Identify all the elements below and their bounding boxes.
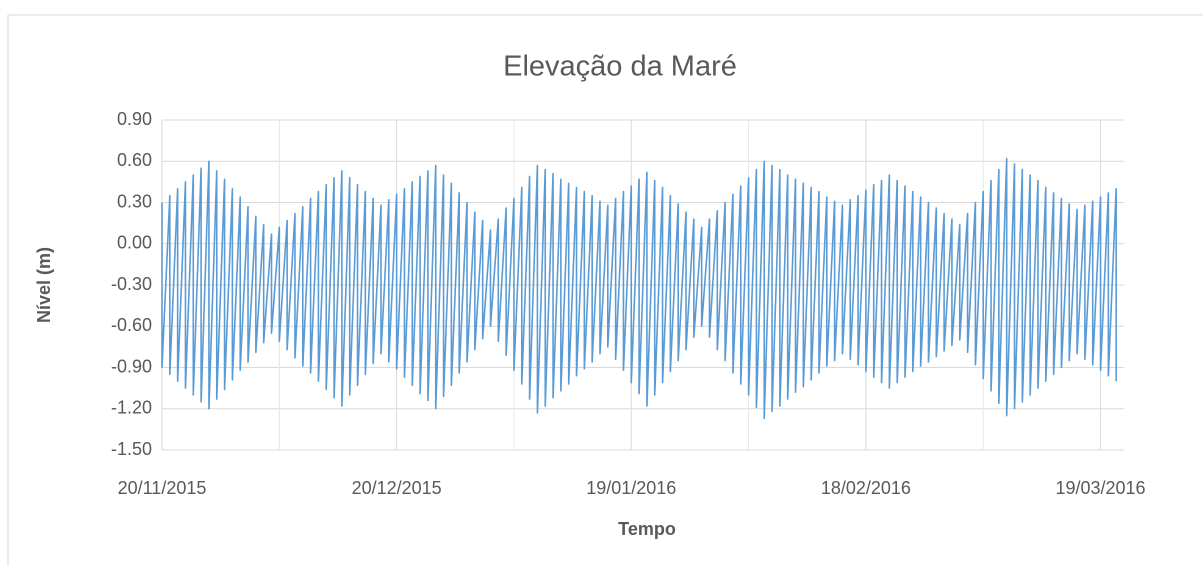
x-tick-label: 18/02/2016 <box>821 478 911 498</box>
tide-line <box>161 157 1117 420</box>
y-tick-label: 0.90 <box>117 109 152 129</box>
y-tick-label: -1.20 <box>111 398 152 418</box>
y-tick-label: 0.60 <box>117 150 152 170</box>
x-tick-label: 19/03/2016 <box>1055 478 1145 498</box>
x-tick-label: 20/12/2015 <box>352 478 442 498</box>
y-tick-label: -0.90 <box>111 356 152 376</box>
y-tick-label: -0.30 <box>111 274 152 294</box>
y-axis-label: Nível (m) <box>34 247 54 323</box>
y-tick-label: 0.00 <box>117 233 152 253</box>
y-tick-label: -1.50 <box>111 439 152 459</box>
y-tick-label: 0.30 <box>117 191 152 211</box>
x-tick-label: 19/01/2016 <box>586 478 676 498</box>
x-axis-label: Tempo <box>618 519 676 539</box>
y-tick-label: -0.60 <box>111 315 152 335</box>
chart-frame <box>7 14 1203 566</box>
chart-title: Elevação da Maré <box>503 51 737 83</box>
x-tick-label: 20/11/2015 <box>118 478 207 498</box>
